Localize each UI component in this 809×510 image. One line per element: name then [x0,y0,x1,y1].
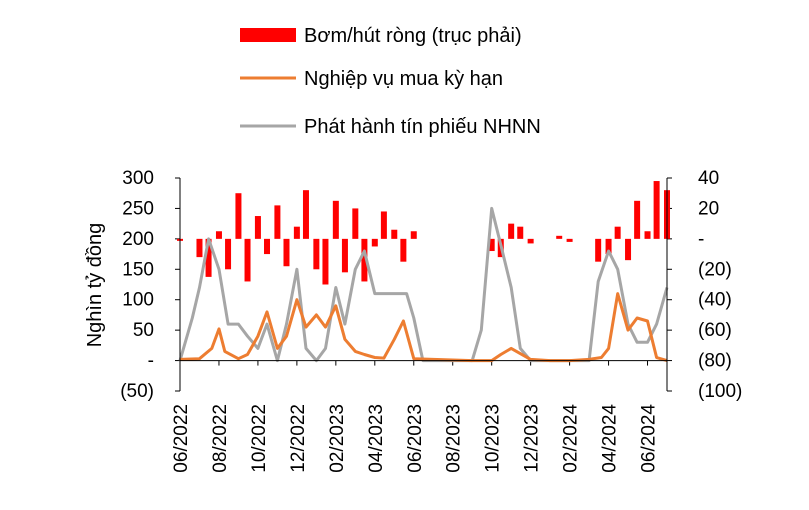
net-bar [410,231,417,239]
right-tick-label: 20 [698,198,719,219]
legend-item-repo: Nghiệp vụ mua kỳ hạn [240,68,503,90]
x-tick-label: 12/2023 [522,404,543,473]
repo-line [179,292,668,363]
net-bar [254,216,261,239]
x-tick-label: 04/2023 [366,404,387,473]
net-bar [341,238,348,273]
net-bar [527,238,534,244]
net-bar [371,238,378,247]
net-bar [293,226,300,239]
legend-label-net: Bơm/hút ròng (trục phải) [304,25,522,47]
net-bar [264,238,271,255]
net-bar [391,229,398,239]
left-tick-label: 150 [122,259,154,280]
x-tick-label: 02/2024 [561,404,582,473]
net-bar [625,238,632,261]
net-bar [517,226,524,239]
x-tick-label: 10/2023 [483,404,504,473]
axes [179,178,668,391]
legend: Bơm/hút ròng (trục phải) Nghiệp vụ mua k… [240,25,541,138]
net-bar [488,238,495,252]
net-bar [225,238,232,270]
net-bar [653,181,660,239]
net-bar [302,190,309,239]
net-bar [313,238,320,270]
net-bar [235,193,242,239]
right-tick-label: (20) [698,259,732,280]
net-bar [614,226,621,239]
net-bar [196,238,203,258]
net-bar [205,238,212,277]
net-series [177,181,670,285]
left-tick-label: 200 [122,229,154,250]
left-tick-label: - [148,351,154,372]
net-bar [634,200,641,239]
y-axis-title: Nghìn tỷ đồng [84,223,106,348]
left-tick-label: 100 [122,290,154,311]
net-bar [605,238,612,255]
right-tick-label: (80) [698,351,732,372]
x-tick-label: 04/2024 [600,404,621,473]
x-tick-label: 12/2022 [288,404,309,473]
net-bar [322,238,329,285]
net-bar [274,205,281,239]
left-axis: 300 250 200 150 100 50 - (50) [120,168,180,402]
right-tick-label: - [698,229,704,250]
net-bar [400,238,407,262]
right-tick-label: 40 [698,168,719,189]
net-bar [352,208,359,239]
x-tick-label: 08/2022 [210,404,231,473]
right-tick-label: (60) [698,320,732,341]
left-tick-label: (50) [120,381,154,402]
line-series [178,206,669,363]
legend-label-bills: Phát hành tín phiếu NHNN [304,116,541,138]
x-tick-label: 08/2023 [444,404,465,473]
right-tick-label: (40) [698,290,732,311]
left-tick-label: 250 [122,198,154,219]
legend-swatch-net [240,28,296,42]
net-bar [215,231,222,239]
legend-item-net: Bơm/hút ròng (trục phải) [240,25,522,47]
net-bar [244,238,251,282]
x-tick-label: 06/2023 [405,404,426,473]
net-bar [283,238,290,267]
left-tick-label: 50 [133,320,154,341]
net-bar [644,231,651,239]
x-tick-label: 02/2023 [327,404,348,473]
net-bar [332,200,339,239]
net-bar [508,223,515,239]
x-axis: 06/2022 08/2022 10/2022 12/2022 02/2023 04/20… [171,360,660,473]
net-bar [380,211,387,239]
x-tick-label: 06/2022 [171,404,192,473]
net-bar [595,238,602,262]
net-bar [556,235,563,239]
x-tick-label: 10/2022 [249,404,270,473]
legend-item-bills: Phát hành tín phiếu NHNN [240,116,541,138]
right-axis: 40 20 - (20) (40) (60) (80) (100) [667,168,742,402]
x-tick-label: 06/2024 [639,404,660,473]
net-bar [566,238,573,242]
right-tick-label: (100) [698,381,742,402]
left-tick-label: 300 [122,168,154,189]
legend-label-repo: Nghiệp vụ mua kỳ hạn [304,68,503,90]
bills-line [178,206,669,363]
net-bar [361,238,368,282]
